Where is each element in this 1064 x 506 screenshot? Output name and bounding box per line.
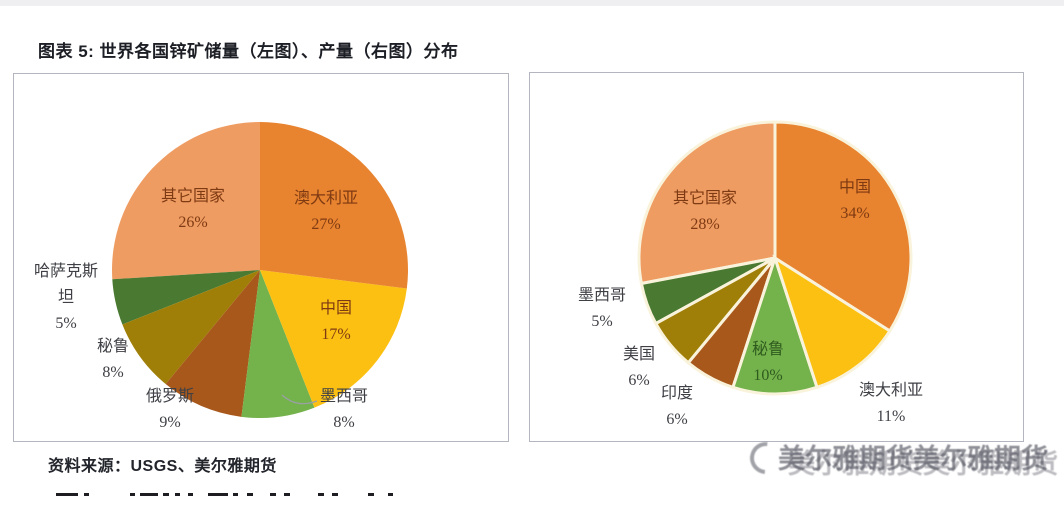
- label-production-china: 中国 34%: [839, 175, 871, 227]
- pie-slice-right-6: [637, 120, 777, 286]
- slice-name: 哈萨克斯坦: [33, 263, 98, 306]
- label-reserves-mexico: 墨西哥 8%: [320, 384, 368, 436]
- slice-name: 其它国家: [672, 190, 738, 207]
- pie-slice-right-2: [731, 253, 819, 396]
- watermark-text-echo: 美尔雅期货美尔雅期货: [788, 449, 1058, 479]
- slice-pct: 28%: [690, 216, 720, 233]
- pie-slice-left-6: [111, 122, 260, 280]
- slice-pct: 9%: [159, 414, 181, 431]
- slice-name: 墨西哥: [319, 388, 369, 405]
- slice-pct: 8%: [333, 414, 355, 431]
- clipped-next-line-remnant: [56, 493, 416, 499]
- label-production-australia: 澳大利亚 11%: [859, 378, 923, 430]
- slice-pct: 8%: [102, 364, 124, 381]
- label-reserves-kazakhstan: 哈萨克斯坦 5%: [30, 259, 102, 337]
- label-reserves-peru: 秘鲁 8%: [97, 334, 129, 386]
- slice-pct: 5%: [55, 315, 77, 332]
- label-reserves-others: 其它国家 26%: [161, 184, 225, 236]
- label-reserves-russia: 俄罗斯 9%: [146, 384, 194, 436]
- figure-title: 图表 5: 世界各国锌矿储量（左图）、产量（右图）分布: [38, 42, 459, 61]
- slice-name: 秘鲁: [96, 338, 130, 355]
- pie-slice-left-4: [122, 270, 260, 385]
- pie-slice-left-5: [112, 270, 260, 325]
- slice-pct: 27%: [311, 216, 341, 233]
- leader-line-mexico-reserves: [281, 394, 318, 405]
- label-production-peru: 秘鲁 10%: [752, 337, 784, 389]
- slice-name: 澳大利亚: [858, 382, 924, 399]
- slice-pct: 17%: [321, 326, 351, 343]
- label-production-india: 印度 6%: [661, 381, 693, 433]
- slice-pct: 26%: [178, 214, 208, 231]
- slice-name: 美国: [622, 346, 656, 363]
- source-note: 资料来源：USGS、美尔雅期货: [48, 458, 277, 475]
- watermark-brand: 美尔雅期货美尔雅期货 美尔雅期货美尔雅期货: [743, 430, 1060, 484]
- slice-name: 俄罗斯: [145, 388, 195, 405]
- slice-pct: 34%: [840, 205, 870, 222]
- slice-name: 其它国家: [160, 188, 226, 205]
- slice-name: 中国: [838, 179, 872, 196]
- pie-slice-left-2: [241, 270, 315, 418]
- pie-slice-left-3: [165, 270, 260, 417]
- slice-name: 印度: [660, 385, 694, 402]
- slice-name: 澳大利亚: [293, 190, 359, 207]
- slice-name: 中国: [319, 300, 353, 317]
- slice-pct: 6%: [666, 411, 688, 428]
- slice-pct: 11%: [876, 408, 906, 425]
- label-production-others: 其它国家 28%: [673, 186, 737, 238]
- slice-name: 秘鲁: [751, 341, 785, 358]
- pie-slice-left-0: [260, 122, 408, 289]
- pie-slice-right-0: [773, 120, 913, 333]
- slice-name: 墨西哥: [577, 287, 627, 304]
- label-reserves-australia: 澳大利亚 27%: [294, 186, 358, 238]
- label-reserves-china: 中国 17%: [320, 296, 352, 348]
- label-production-mexico: 墨西哥 5%: [578, 283, 626, 335]
- label-production-usa: 美国 6%: [623, 342, 655, 394]
- slice-pct: 5%: [591, 313, 613, 330]
- watermark-text: 美尔雅期货美尔雅期货: [778, 444, 1048, 474]
- slice-pct: 6%: [628, 372, 650, 389]
- pie-slice-right-1: [772, 254, 892, 390]
- top-edge-strip: [0, 0, 1064, 6]
- slice-pct: 10%: [753, 367, 783, 384]
- pie-slice-left-1: [260, 270, 407, 408]
